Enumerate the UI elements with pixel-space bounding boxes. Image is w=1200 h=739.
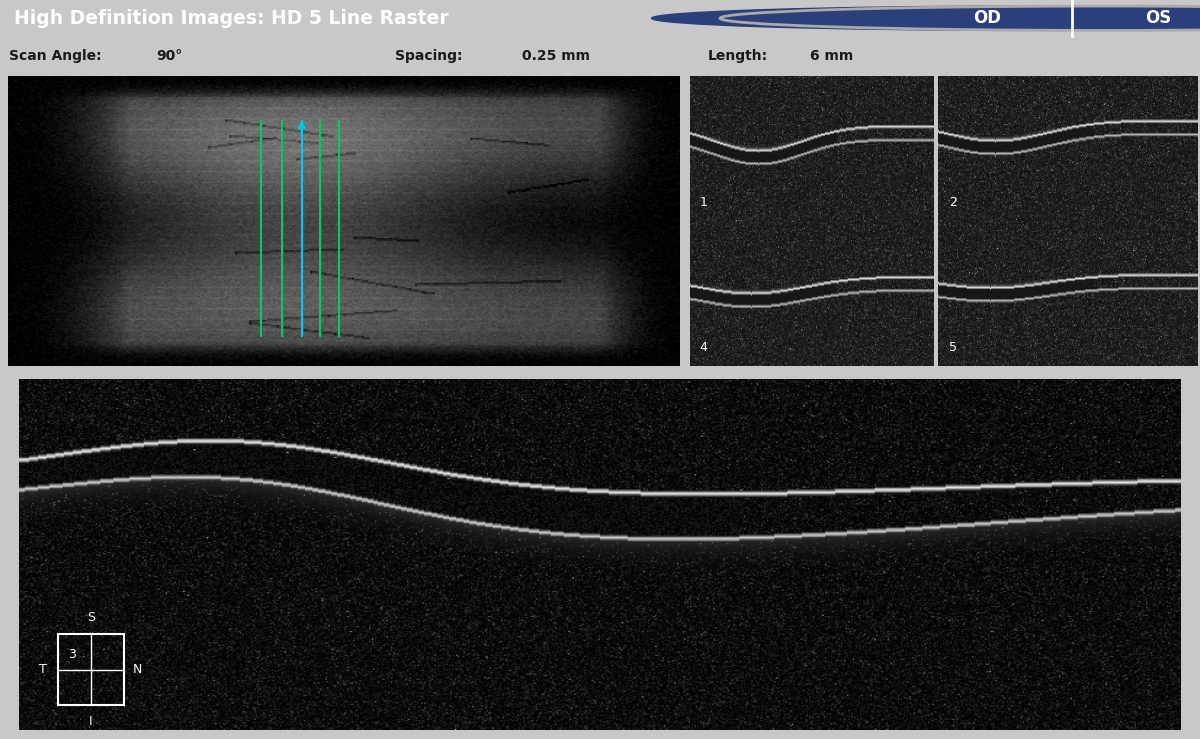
Text: OD: OD (973, 10, 1002, 27)
Text: T: T (40, 663, 47, 676)
Text: 1: 1 (700, 197, 708, 209)
Text: 0.25 mm: 0.25 mm (522, 50, 590, 64)
Text: Length:: Length: (708, 50, 768, 64)
Text: S: S (88, 611, 95, 624)
Text: 90°: 90° (156, 50, 182, 64)
Text: I: I (89, 715, 92, 729)
Text: N: N (133, 663, 143, 676)
Circle shape (652, 6, 1200, 30)
Text: 5: 5 (949, 341, 956, 354)
Text: 6 mm: 6 mm (810, 50, 853, 64)
Text: 4: 4 (700, 341, 708, 354)
Text: 3: 3 (68, 647, 77, 661)
Text: Scan Angle:: Scan Angle: (10, 50, 102, 64)
Text: Spacing:: Spacing: (395, 50, 462, 64)
Text: High Definition Images: HD 5 Line Raster: High Definition Images: HD 5 Line Raster (14, 9, 449, 28)
Bar (58, 634, 124, 705)
Text: OS: OS (1145, 10, 1171, 27)
Text: 2: 2 (949, 197, 956, 209)
